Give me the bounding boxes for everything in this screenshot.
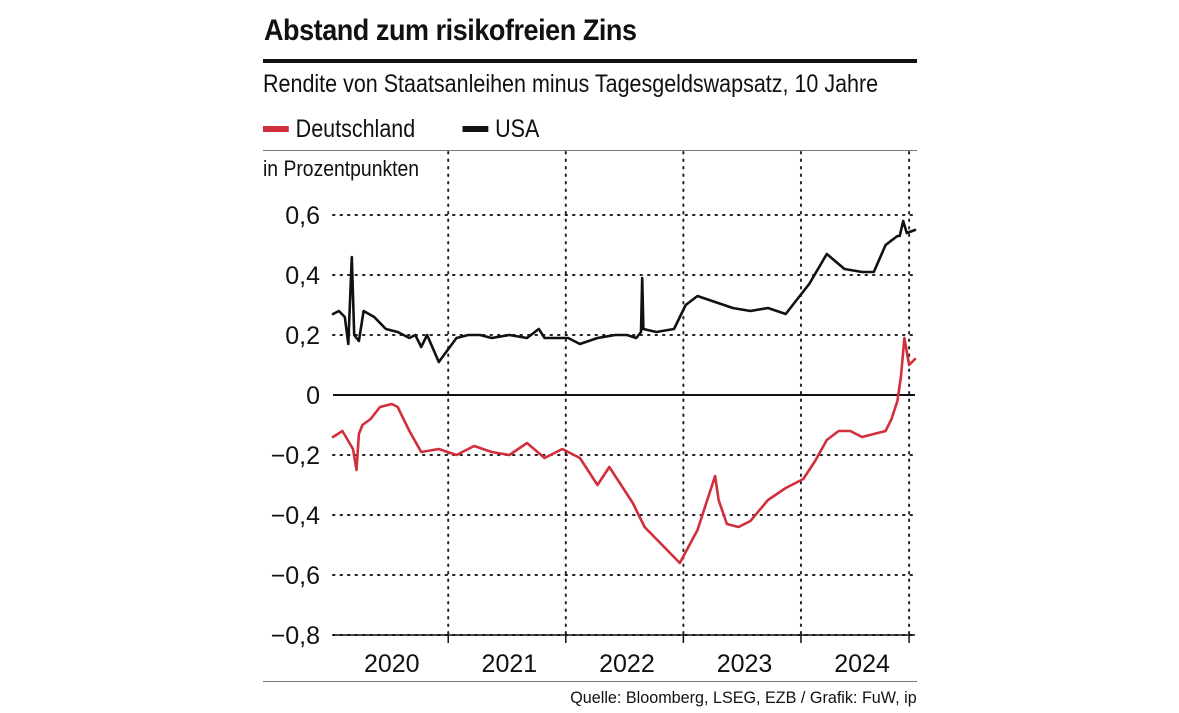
title-rule <box>263 59 917 63</box>
legend-swatch-usa <box>462 126 489 132</box>
y-tick-label: 0,4 <box>285 262 320 290</box>
chart-title: Abstand zum risikofreien Zins <box>264 14 637 47</box>
y-tick-label: −0,8 <box>271 622 320 650</box>
legend-swatch-deutschland <box>263 126 289 132</box>
series-line-deutschland <box>331 336 917 565</box>
y-tick-label: 0 <box>306 382 320 410</box>
footer-rule <box>263 681 917 682</box>
source-note: Quelle: Bloomberg, LSEG, EZB / Grafik: F… <box>570 688 917 707</box>
legend: Deutschland USA <box>263 110 581 144</box>
chart-subtitle: Rendite von Staatsanleihen minus Tagesge… <box>263 70 879 98</box>
x-tick-label: 2021 <box>482 650 538 678</box>
series-line-usa <box>331 219 917 364</box>
legend-item-deutschland: Deutschland <box>263 115 415 144</box>
y-tick-label: 0,6 <box>285 202 320 230</box>
x-tick-label: 2024 <box>834 650 890 678</box>
legend-label-usa: USA <box>495 114 540 143</box>
legend-item-usa: USA <box>462 115 539 144</box>
x-tick-label: 2020 <box>364 650 420 678</box>
x-tick-label: 2023 <box>717 650 773 678</box>
y-tick-label: 0,2 <box>285 322 320 350</box>
y-tick-label: −0,4 <box>271 502 320 530</box>
y-tick-label: −0,2 <box>271 442 320 470</box>
x-tick-label: 2022 <box>599 650 655 678</box>
y-tick-label: −0,6 <box>271 562 320 590</box>
legend-rule <box>263 150 917 151</box>
legend-label-deutschland: Deutschland <box>295 114 416 143</box>
unit-label: in Prozentpunkten <box>263 156 420 181</box>
